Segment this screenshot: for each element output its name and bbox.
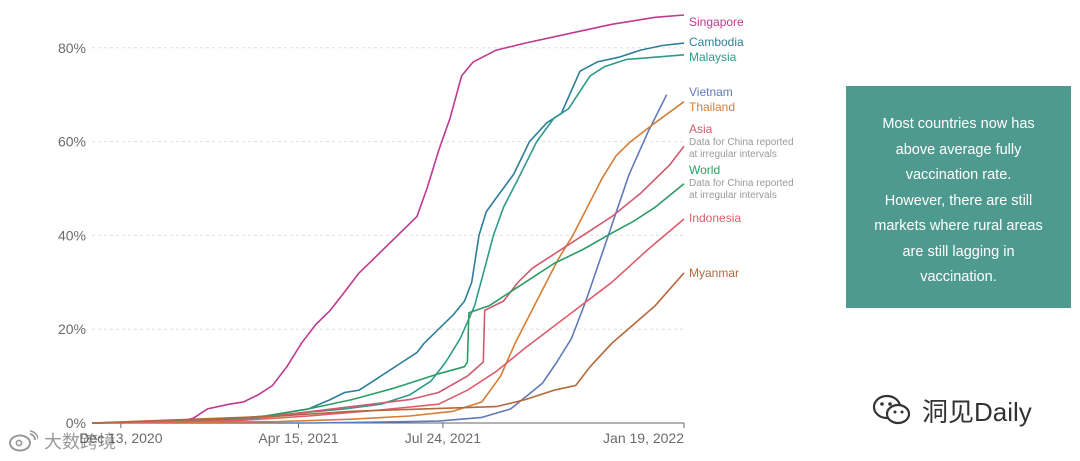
series-line-thailand	[91, 101, 685, 424]
note-line: markets where rural areas	[874, 218, 1043, 234]
y-tick-label: 0%	[66, 415, 86, 431]
note-line: vaccination rate.	[905, 167, 1012, 183]
series-label-thailand: Thailand	[689, 100, 735, 114]
y-tick-label: 40%	[58, 227, 86, 243]
wechat-icon	[872, 394, 911, 425]
series-label-cambodia: Cambodia	[689, 35, 744, 49]
x-tick-label: Apr 15, 2021	[258, 430, 338, 446]
series-note: Data for China reported	[689, 178, 794, 189]
x-tick-label: Jan 19, 2022	[603, 430, 684, 446]
note-line: vaccination.	[920, 269, 997, 285]
series-label-asia: Asia	[689, 122, 713, 136]
series-line-cambodia	[91, 42, 685, 424]
weibo-icon	[9, 430, 38, 452]
series-label-singapore: Singapore	[689, 15, 744, 29]
series-label-myanmar: Myanmar	[689, 266, 739, 280]
series-label-world: World	[689, 163, 720, 177]
y-tick-label: 20%	[58, 321, 86, 337]
note-line: Most countries now has	[882, 116, 1035, 132]
series-line-malaysia	[91, 54, 685, 424]
series-label-vietnam: Vietnam	[689, 85, 733, 99]
series-note: Data for China reported	[689, 137, 794, 148]
note-line: above average fully	[895, 141, 1022, 158]
note-line: are still lagging in	[902, 243, 1015, 260]
brand-logo: 洞见Daily	[872, 392, 1032, 428]
y-tick-label: 60%	[58, 134, 86, 150]
series-note: at irregular intervals	[689, 190, 777, 201]
y-tick-label: 80%	[58, 40, 86, 56]
series-line-asia	[91, 145, 685, 424]
series-label-indonesia: Indonesia	[689, 211, 741, 225]
x-tick-label: Jul 24, 2021	[405, 430, 481, 446]
watermark-text: 大数跨境	[44, 432, 116, 452]
series-label-malaysia: Malaysia	[689, 50, 737, 64]
series-line-myanmar	[91, 272, 685, 424]
x-tick-label: Dec 13, 2020	[79, 430, 162, 446]
series-line-singapore	[91, 14, 685, 424]
brand-name: 洞见Daily	[922, 396, 1032, 427]
series-line-indonesia	[91, 218, 685, 424]
note-line: However, there are still	[884, 192, 1033, 209]
series-line-vietnam	[92, 94, 668, 424]
series-layer	[91, 14, 685, 424]
grid-layer: 0% 20% 40% 60% 80% Dec 13, 2020 Apr 15, 2021 Ju…	[58, 40, 685, 446]
note-box: Most countries now has above average ful…	[846, 86, 1071, 308]
series-line-world	[91, 183, 685, 424]
series-note: at irregular intervals	[689, 149, 777, 160]
watermark: 大数跨境	[8, 428, 116, 454]
